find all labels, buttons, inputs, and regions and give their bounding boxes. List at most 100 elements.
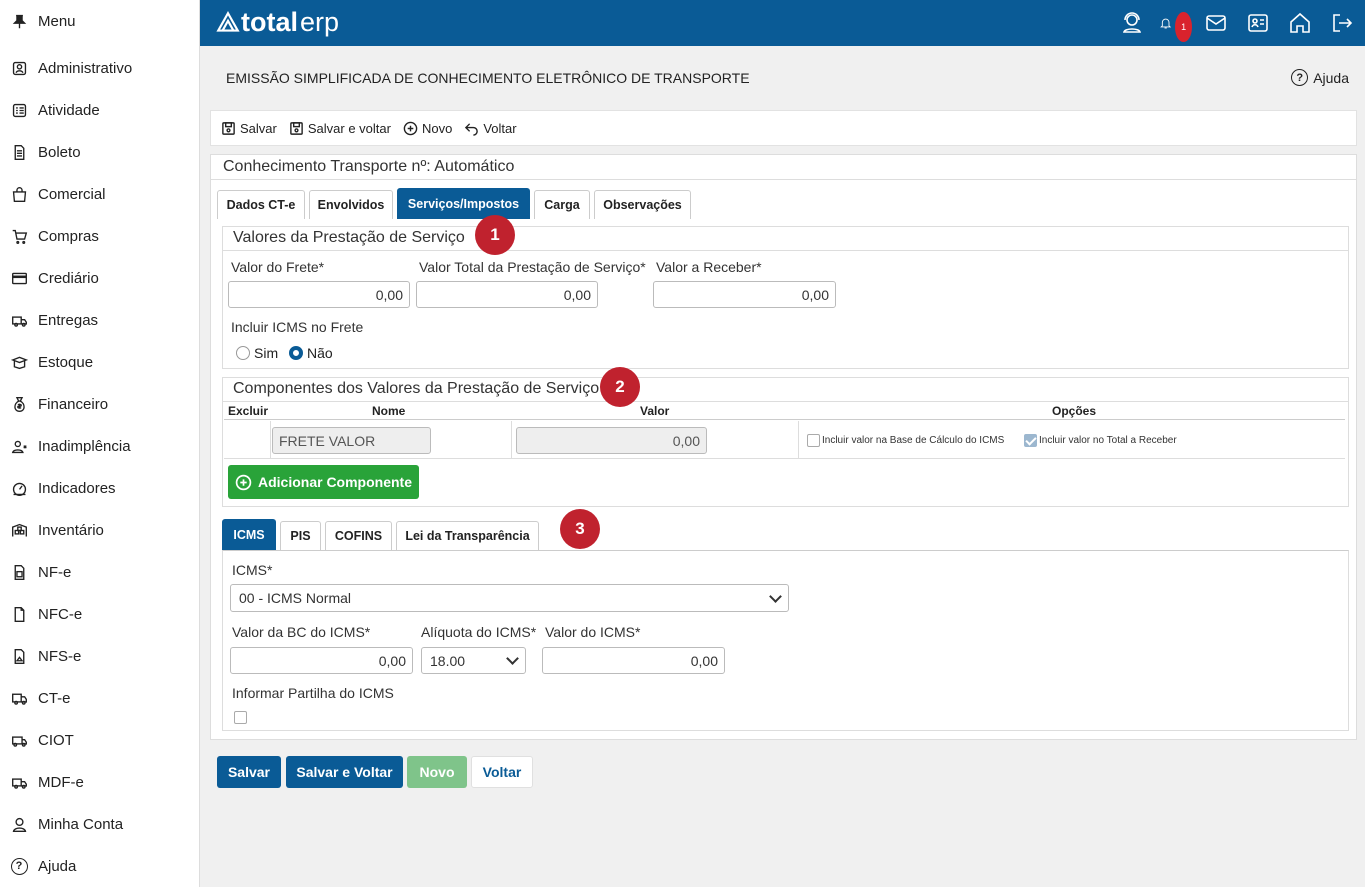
sidebar-item-nfce[interactable]: NFC-e — [0, 593, 200, 635]
sidebar-item-ciot[interactable]: CIOT — [0, 719, 200, 761]
total-input[interactable] — [416, 281, 598, 308]
tab-observacoes[interactable]: Observações — [594, 190, 691, 219]
tab-carga[interactable]: Carga — [534, 190, 590, 219]
help-icon: ? — [0, 857, 38, 875]
sidebar-item-atividade[interactable]: Atividade — [0, 89, 200, 131]
radio-sim[interactable]: Sim — [236, 345, 278, 361]
sidebar-item-label: Financeiro — [38, 395, 109, 413]
mail-icon[interactable] — [1201, 8, 1231, 38]
radio-nao-label: Não — [307, 345, 333, 361]
icms-select[interactable]: 00 - ICMS Normal — [230, 584, 789, 612]
frete-label: Valor do Frete* — [231, 259, 325, 275]
tab-lei-transparencia[interactable]: Lei da Transparência — [396, 521, 539, 550]
sidebar-item-mdfe[interactable]: MDF-e — [0, 761, 200, 803]
sidebar-item-label: Estoque — [38, 353, 94, 371]
sidebar-item-crediario[interactable]: Crediário — [0, 257, 200, 299]
sidebar: Menu Administrativo Atividade Boleto Com… — [0, 0, 200, 887]
cte-title: Conhecimento Transporte nº: Automático — [223, 158, 515, 175]
opt-total-checkbox[interactable] — [1024, 434, 1037, 447]
toolbar-save-back-button[interactable]: Salvar e voltar — [289, 121, 391, 136]
icms-label: ICMS* — [232, 562, 273, 578]
back-button[interactable]: Voltar — [471, 756, 533, 788]
opt-total-receber[interactable]: Incluir valor no Total a Receber — [1024, 434, 1177, 447]
badge-icon — [0, 60, 38, 77]
home-icon[interactable] — [1285, 8, 1315, 38]
sidebar-item-minha-conta[interactable]: Minha Conta — [0, 803, 200, 845]
truck-icon — [0, 312, 38, 329]
logout-icon[interactable] — [1327, 8, 1357, 38]
sidebar-item-label: Compras — [38, 227, 99, 245]
new-button[interactable]: Novo — [407, 756, 467, 788]
sidebar-item-financeiro[interactable]: Financeiro — [0, 383, 200, 425]
opt-base-label: Incluir valor na Base de Cálculo do ICMS — [822, 435, 1005, 446]
frete-input[interactable] — [228, 281, 410, 308]
tab-servicos-impostos[interactable]: Serviços/Impostos — [397, 188, 530, 219]
sidebar-item-label: NFC-e — [38, 605, 83, 623]
sidebar-item-label: Inadimplência — [38, 437, 131, 455]
tab-cofins[interactable]: COFINS — [325, 521, 392, 550]
valores-section-title: Valores da Prestação de Serviço — [233, 229, 465, 246]
valores-section: Valores da Prestação de Serviço Valor do… — [222, 226, 1349, 369]
user-icon — [0, 816, 38, 833]
sidebar-item-compras[interactable]: Compras — [0, 215, 200, 257]
support-icon[interactable] — [1117, 8, 1147, 38]
sidebar-item-estoque[interactable]: Estoque — [0, 341, 200, 383]
opt-base-checkbox[interactable] — [807, 434, 820, 447]
valor-icms-label: Valor do ICMS* — [545, 624, 641, 640]
card-icon — [0, 270, 38, 287]
sidebar-item-nfe[interactable]: NF-e — [0, 551, 200, 593]
sidebar-item-entregas[interactable]: Entregas — [0, 299, 200, 341]
toolbar: Salvar Salvar e voltar Novo Voltar — [210, 110, 1357, 146]
receber-input[interactable] — [653, 281, 836, 308]
tab-pis[interactable]: PIS — [280, 521, 321, 550]
aliquota-label: Alíquota do ICMS* — [421, 624, 537, 640]
col-excluir: Excluir — [228, 404, 269, 418]
bc-icms-input[interactable] — [230, 647, 413, 674]
aliquota-select[interactable]: 18.00 — [421, 647, 526, 674]
partilha-label: Informar Partilha do ICMS — [232, 685, 394, 701]
file-icon — [0, 606, 38, 623]
tab-dados-cte[interactable]: Dados CT-e — [217, 190, 305, 219]
radio-nao[interactable]: Não — [289, 345, 333, 361]
bell-icon[interactable]: 1 — [1159, 8, 1192, 42]
toolbar-back-button[interactable]: Voltar — [464, 121, 517, 136]
sidebar-item-indicadores[interactable]: Indicadores — [0, 467, 200, 509]
col-opcoes: Opções — [1052, 404, 1097, 418]
sidebar-item-cte[interactable]: CT-e — [0, 677, 200, 719]
sidebar-item-inadimplencia[interactable]: Inadimplência — [0, 425, 200, 467]
componente-valor-input[interactable] — [516, 427, 707, 454]
logo-text-bold: total — [241, 7, 298, 37]
notification-badge: 1 — [1175, 12, 1192, 42]
id-card-icon[interactable] — [1243, 8, 1273, 38]
tab-icms[interactable]: ICMS — [222, 519, 276, 550]
sidebar-item-label: CT-e — [38, 689, 71, 707]
sidebar-item-boleto[interactable]: Boleto — [0, 131, 200, 173]
componente-nome-input[interactable] — [272, 427, 431, 454]
logo[interactable]: total erp — [215, 7, 339, 38]
plus-circle-icon — [235, 474, 252, 490]
valor-icms-input[interactable] — [542, 647, 725, 674]
sidebar-item-comercial[interactable]: Comercial — [0, 173, 200, 215]
user-x-icon — [0, 438, 38, 455]
opt-base-calculo[interactable]: Incluir valor na Base de Cálculo do ICMS — [807, 434, 1004, 447]
sidebar-item-nfse[interactable]: NFS-e — [0, 635, 200, 677]
save-button[interactable]: Salvar — [217, 756, 281, 788]
sidebar-item-label: Minha Conta — [38, 815, 124, 833]
sidebar-item-menu[interactable]: Menu — [0, 0, 200, 42]
radio-sim-label: Sim — [254, 345, 279, 361]
back-arrow-icon — [465, 122, 479, 136]
gauge-icon — [0, 480, 38, 497]
aliquota-select-value: 18.00 — [430, 652, 466, 669]
partilha-checkbox[interactable] — [234, 711, 247, 724]
toolbar-new-button[interactable]: Novo — [403, 121, 452, 136]
toolbar-new-label: Novo — [421, 120, 453, 136]
sidebar-item-inventario[interactable]: Inventário — [0, 509, 200, 551]
plus-circle-icon — [403, 121, 418, 135]
sidebar-item-ajuda[interactable]: ? Ajuda — [0, 845, 200, 887]
tab-envolvidos[interactable]: Envolvidos — [309, 190, 393, 219]
toolbar-save-button[interactable]: Salvar — [221, 121, 277, 136]
add-component-button[interactable]: Adicionar Componente — [228, 465, 419, 499]
help-link[interactable]: ? Ajuda — [1291, 69, 1349, 86]
save-back-button[interactable]: Salvar e Voltar — [286, 756, 403, 788]
sidebar-item-administrativo[interactable]: Administrativo — [0, 47, 200, 89]
